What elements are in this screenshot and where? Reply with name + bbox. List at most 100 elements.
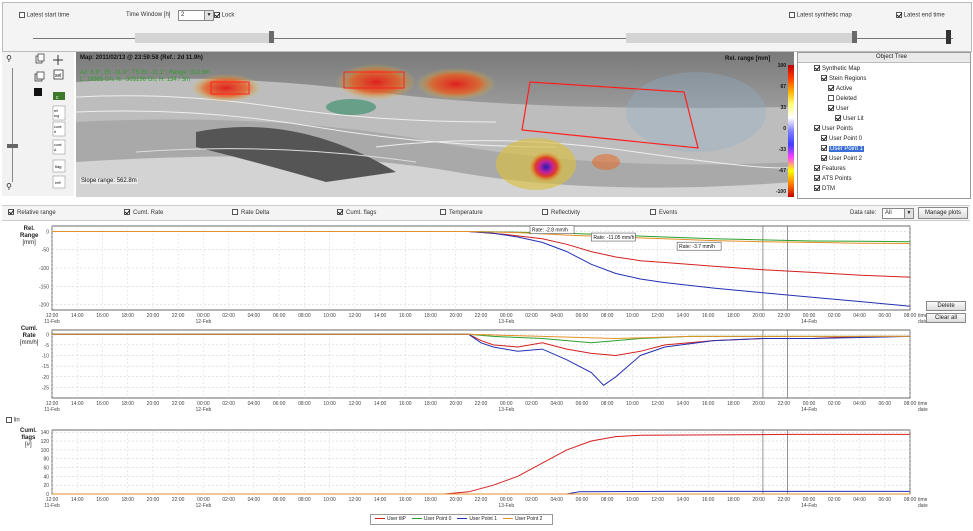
latest-start-time-checkbox[interactable]	[19, 12, 25, 18]
lin-control[interactable]: lin	[6, 417, 20, 424]
colorbar-tick: 67	[780, 84, 786, 90]
tree-item[interactable]: Stein Regions	[821, 75, 866, 82]
rate-chart-ylabel: Cuml. Rate [mm/h]	[20, 326, 38, 347]
plot-option[interactable]: Cumt. flags	[337, 209, 376, 216]
tree-item[interactable]: User Point 0	[821, 135, 862, 142]
x-tick-label: 12:00	[349, 313, 362, 319]
tree-item[interactable]: DTM	[814, 185, 835, 192]
plot-option[interactable]: Cumt. Rate	[124, 209, 163, 216]
rate-annotation[interactable]: Rate: -11.05 mm/h	[591, 232, 636, 242]
latest-end-time-checkbox[interactable]	[896, 12, 902, 18]
chart-panel[interactable]: 0 20 40 60 80 100 120 140 12:00 14:00 16:00 18:00 20…	[41, 429, 928, 509]
plot-option-checkbox[interactable]	[8, 209, 14, 215]
tree-item-checkbox[interactable]	[814, 175, 820, 181]
range-chart-ylabel: Rel. Range [mm]	[20, 226, 38, 247]
tree-item-checkbox[interactable]	[821, 145, 827, 151]
data-rate-select[interactable]: All ▼	[882, 208, 914, 219]
plot-option-checkbox[interactable]	[337, 209, 343, 215]
legend-label: User Point 0	[423, 516, 452, 522]
plot-option[interactable]: Reflectivity	[542, 209, 580, 216]
tree-item-checkbox[interactable]	[821, 75, 827, 81]
x-date-label: 11-Feb	[44, 319, 60, 325]
x-tick-label: 20:00	[752, 401, 765, 407]
zoom-out-icon[interactable]: ⚲	[6, 54, 12, 63]
y-tick-label: -50	[42, 248, 49, 254]
start-handle[interactable]	[269, 31, 274, 43]
tree-item[interactable]: Active	[828, 85, 852, 92]
tree-item-checkbox[interactable]	[814, 165, 820, 171]
object-tree-header: Object Tree	[798, 53, 970, 63]
lock-control[interactable]: Lock	[214, 12, 234, 19]
chart-panel[interactable]: 0 -50 -100 -150 -200 12:00 14:00 16:00 18:00 20:0…	[39, 225, 928, 325]
manage-plots-button[interactable]: Manage plots	[918, 207, 968, 219]
latest-end-time-label: Latest end time	[903, 12, 945, 19]
tree-item-checkbox[interactable]	[821, 135, 827, 141]
map-view[interactable]: Map: 2011/02/13 @ 23:59:58 (Ref.: 2d 11.…	[76, 52, 794, 197]
tree-item-label: User Points	[822, 125, 854, 132]
tree-item[interactable]: Features	[814, 165, 846, 172]
plot-option-checkbox[interactable]	[232, 209, 238, 215]
lin-checkbox[interactable]	[6, 417, 12, 423]
tree-item[interactable]: User Point 2	[821, 155, 862, 162]
x-date-label: 12-Feb	[195, 503, 211, 509]
plot-option-checkbox[interactable]	[440, 209, 446, 215]
plot-option[interactable]: Rate Delta	[232, 209, 269, 216]
tree-item-checkbox[interactable]	[835, 115, 841, 121]
x-tick-label: 18:00	[727, 401, 740, 407]
plot-option-checkbox[interactable]	[650, 209, 656, 215]
tree-item[interactable]: Synthetic Map	[814, 65, 860, 72]
clear-all-button[interactable]: Clear all	[926, 313, 966, 323]
plot-option-checkbox[interactable]	[124, 209, 130, 215]
right-axis-label: date	[918, 503, 928, 509]
top-control-bar: Latest start time Time Window [h] 2 ▼ Lo…	[2, 2, 972, 52]
tree-item-checkbox[interactable]	[828, 105, 834, 111]
latest-synthetic-map-control[interactable]: Latest synthetic map	[789, 12, 852, 19]
lock-checkbox[interactable]	[214, 12, 220, 18]
series-line	[52, 231, 911, 244]
timeline-slider[interactable]	[33, 30, 953, 45]
chart-panel[interactable]: 0 -5 -10 -15 -20 -25 12:00 14:00 16:00 18:00 20:00…	[42, 329, 928, 413]
tree-item[interactable]: User Point 1	[821, 145, 865, 152]
latest-start-time-control[interactable]: Latest start time	[19, 12, 69, 19]
tree-item-checkbox[interactable]	[814, 185, 820, 191]
latest-end-time-control[interactable]: Latest end time	[896, 12, 945, 19]
zoom-handle[interactable]	[7, 144, 18, 148]
y-tick-label: -150	[39, 284, 49, 290]
legend-item: User tliP	[375, 515, 406, 524]
pan-icon	[53, 55, 63, 65]
x-tick-label: 22:00	[778, 313, 791, 319]
window-handle[interactable]	[852, 31, 857, 43]
end-handle[interactable]	[946, 30, 951, 44]
plot-option[interactable]: Temperature	[440, 209, 483, 216]
tree-item-checkbox[interactable]	[828, 95, 834, 101]
tree-item-label: ATS Points	[822, 175, 852, 182]
delete-button[interactable]: Delete	[926, 301, 966, 311]
flags-ylabel-line1: Cuml.	[20, 428, 37, 434]
colorbar-gradient	[788, 65, 794, 197]
select-icon: sel	[53, 69, 64, 80]
time-window-select[interactable]: 2 ▼	[178, 10, 214, 21]
tree-item[interactable]: User Lit	[835, 115, 864, 122]
tree-item-checkbox[interactable]	[828, 85, 834, 91]
tree-item[interactable]: Deleted	[828, 95, 857, 102]
legend-item: User Point 0	[411, 515, 452, 524]
tree-item[interactable]: ATS Points	[814, 175, 852, 182]
tree-item[interactable]: User	[828, 105, 849, 112]
plot-option[interactable]: Relative range	[8, 209, 56, 216]
rate-annotation[interactable]: Rate: -3.7 mm/h	[676, 241, 722, 251]
tree-item[interactable]: User Points	[814, 125, 853, 132]
x-tick-label: 02:00	[525, 401, 538, 407]
zoom-in-icon[interactable]: ⚲	[6, 182, 12, 191]
rate-annotation[interactable]: Rate: -2.8 mm/h	[529, 225, 575, 234]
x-tick-label: 16:00	[399, 497, 412, 503]
plot-option-checkbox[interactable]	[542, 209, 548, 215]
svg-text:c: c	[56, 95, 59, 101]
plot-option[interactable]: Events	[650, 209, 677, 216]
tree-item-checkbox[interactable]	[814, 65, 820, 71]
tree-item-checkbox[interactable]	[821, 155, 827, 161]
latest-synthetic-map-checkbox[interactable]	[789, 12, 795, 18]
tree-item-checkbox[interactable]	[814, 125, 820, 131]
